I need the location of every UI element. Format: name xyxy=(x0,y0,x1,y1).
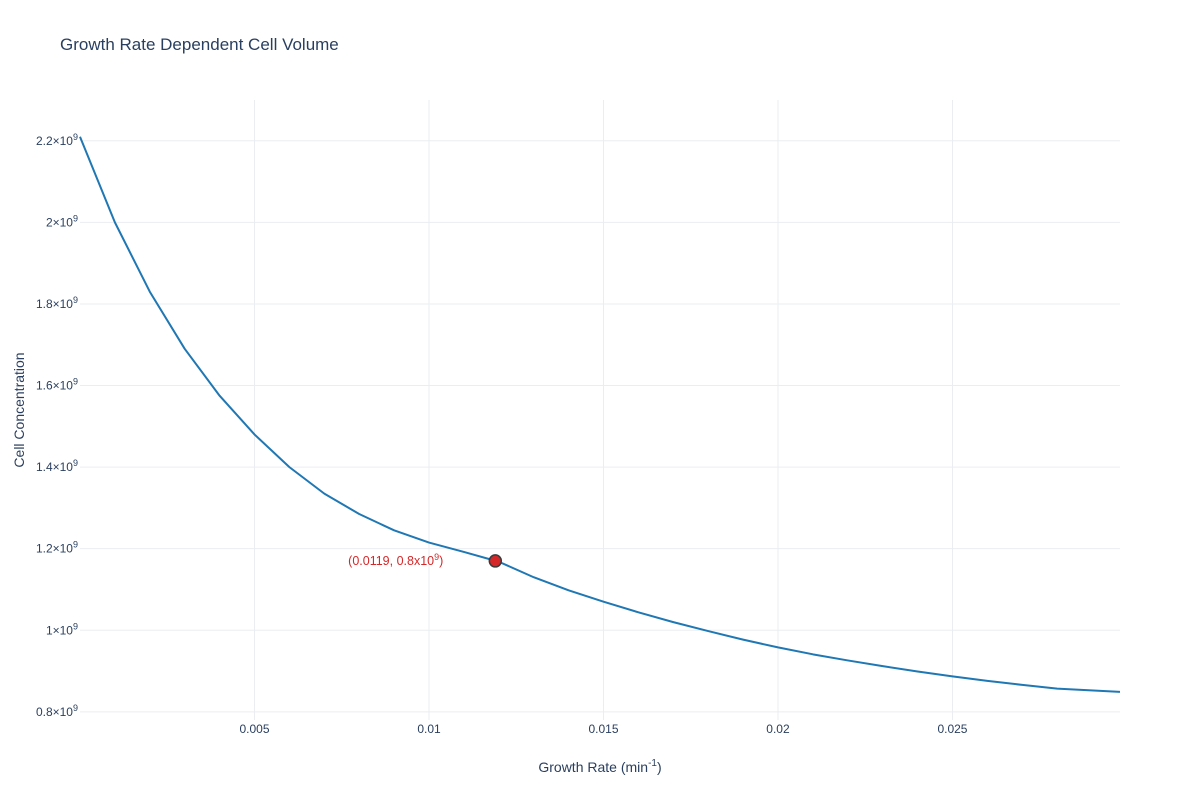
x-tick-label: 0.005 xyxy=(239,722,269,736)
y-tick-label: 1.6×109 xyxy=(36,377,78,393)
x-tick-label: 0.02 xyxy=(766,722,790,736)
series-layer xyxy=(79,136,1121,693)
tick-labels: 0.005 0.01 0.015 0.02 0.025 0.8×109 1×109 1.2×1… xyxy=(36,132,968,736)
y-tick-label: 1.4×109 xyxy=(36,458,78,474)
highlight-point-label: (0.0119, 0.8x109) xyxy=(348,552,443,568)
y-tick-label: 2×109 xyxy=(46,213,78,229)
x-axis-title: Growth Rate (min-1) xyxy=(538,758,661,775)
x-tick-label: 0.015 xyxy=(588,722,618,736)
gridlines xyxy=(80,100,1120,720)
y-axis-title: Cell Concentration xyxy=(11,352,27,467)
y-tick-label: 1.2×109 xyxy=(36,540,78,556)
y-tick-label: 1×109 xyxy=(46,621,78,637)
y-tick-label: 1.8×109 xyxy=(36,295,78,311)
x-tick-label: 0.025 xyxy=(937,722,967,736)
x-tick-label: 0.01 xyxy=(417,722,441,736)
series-line xyxy=(79,136,1121,693)
y-tick-label: 2.2×109 xyxy=(36,132,78,148)
highlight-point-marker xyxy=(488,554,503,568)
y-tick-label: 0.8×109 xyxy=(36,703,78,719)
chart-title: Growth Rate Dependent Cell Volume xyxy=(60,35,339,54)
